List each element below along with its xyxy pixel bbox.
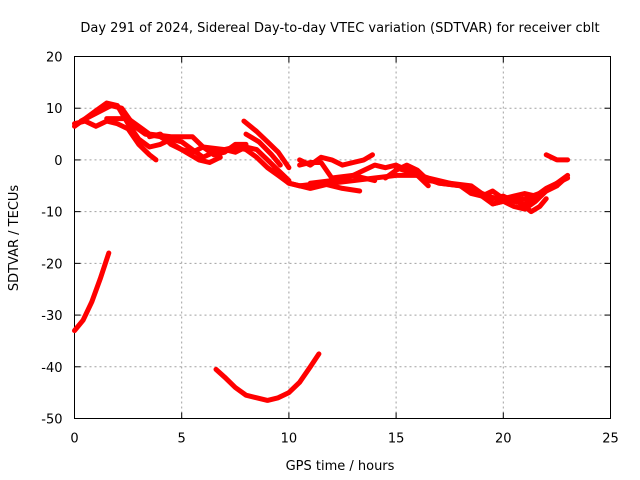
grid — [74, 56, 611, 419]
y-tick-label: 10 — [46, 102, 63, 117]
series-line-sat-f — [241, 118, 292, 171]
axis-ticks: 0 5 10 15 20 25 -50 -40 -30 -20 -10 0 10 20 — [41, 51, 619, 447]
series-line-sat-p — [490, 183, 560, 212]
series-line-sat-k — [297, 152, 375, 168]
y-tick-label: -50 — [41, 413, 62, 428]
plot-frame — [74, 56, 611, 419]
series-line-sat-e — [147, 131, 292, 184]
x-tick-label: 20 — [495, 432, 512, 447]
series-line-sat-g — [243, 131, 283, 168]
x-axis-label: GPS time / hours — [286, 459, 395, 474]
y-tick-label: 20 — [46, 51, 63, 66]
y-axis-label: SDTVAR / TECUs — [7, 185, 22, 292]
series-line-sat-s — [213, 351, 322, 403]
y-tick-label: -20 — [41, 257, 62, 272]
series-line-sat-r — [72, 250, 112, 334]
x-tick-label: 25 — [602, 432, 619, 447]
x-tick-label: 15 — [388, 432, 405, 447]
x-tick-label: 10 — [281, 432, 298, 447]
y-tick-label: -30 — [41, 309, 62, 324]
chart-title: Day 291 of 2024, Sidereal Day-to-day VTE… — [80, 21, 599, 36]
series-group — [72, 100, 571, 403]
y-tick-label: -10 — [41, 206, 62, 221]
x-tick-label: 0 — [70, 432, 78, 447]
series-line-sat-q — [543, 152, 571, 163]
y-tick-label: -40 — [41, 361, 62, 376]
x-tick-label: 5 — [178, 432, 186, 447]
series-line-sat-d — [104, 116, 249, 158]
series-line-sat-b — [72, 118, 159, 163]
y-tick-label: 0 — [54, 154, 62, 169]
